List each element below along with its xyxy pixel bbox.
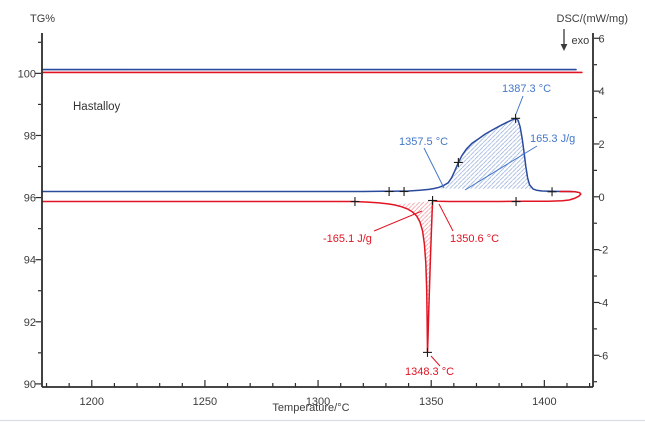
peak-heating-leader-line [515,95,524,115]
tg-tick-label: 100 [18,68,36,80]
right-axis-title: DSC/(mW/mg) [557,13,629,25]
x-axis-title: Temperature/°C [272,402,349,414]
dsc-tick-label: 0 [599,192,605,204]
area-cooling-leader-line [373,210,423,232]
dsc-tick-label: 2 [599,139,605,151]
peak-hatch-areas [395,118,533,353]
dsc-tick-label: 4 [599,86,605,98]
dsc-tick-label: -6 [599,350,609,362]
x-tick-label: 1200 [80,396,104,408]
sample-label: Hastalloy [73,101,121,113]
x-tick-label: 1300 [306,396,330,408]
axis-tick-labels: 1200 1250 1300 1350 1400 100 98 96 94 92 90 6 4 2 0 -2 -… [18,33,609,408]
peak-heating-label: 1387.3 °C [502,83,551,95]
cooling-peak-area [395,200,433,353]
tg-tick-label: 96 [24,193,36,205]
onset-heating-label: 1357.5 °C [399,136,448,148]
dsc-tick-label: -2 [599,245,609,257]
x-tick-label: 1250 [193,396,217,408]
tg-tick-label: 92 [24,317,36,329]
axis-ticks [35,37,600,387]
x-tick-label: 1400 [532,396,556,408]
annotations: 1387.3 °C 1357.5 °C 165.3 J/g -165.1 J/g 135… [323,83,575,378]
tg-tick-label: 90 [24,379,36,391]
peak-cooling-leader-line [430,355,441,367]
exo-direction: exo [560,29,590,51]
end-cooling-leader-line [438,203,454,232]
onset-heating-leader-line [423,147,445,189]
evaluation-markers [350,113,557,357]
dsc-tick-label: -4 [599,297,609,309]
axes [41,33,594,388]
heating-peak-area [433,118,533,189]
dsc-heating-curve [41,117,577,193]
tg-tick-label: 94 [24,255,36,267]
dsc-tick-label: 6 [599,33,605,45]
end-cooling-label: 1350.6 °C [450,233,499,245]
area-heating-leader-line [464,145,538,191]
curves [41,68,583,354]
left-axis-title: TG% [30,13,55,25]
exo-down-arrow-icon [560,44,568,51]
exo-label: exo [572,35,590,47]
dsc-cooling-curve [41,190,582,354]
tg-tick-label: 98 [24,130,36,142]
x-tick-label: 1350 [419,396,443,408]
area-cooling-label: -165.1 J/g [323,233,372,245]
peak-cooling-label: 1348.3 °C [405,366,454,378]
area-heating-label: 165.3 J/g [530,133,575,145]
